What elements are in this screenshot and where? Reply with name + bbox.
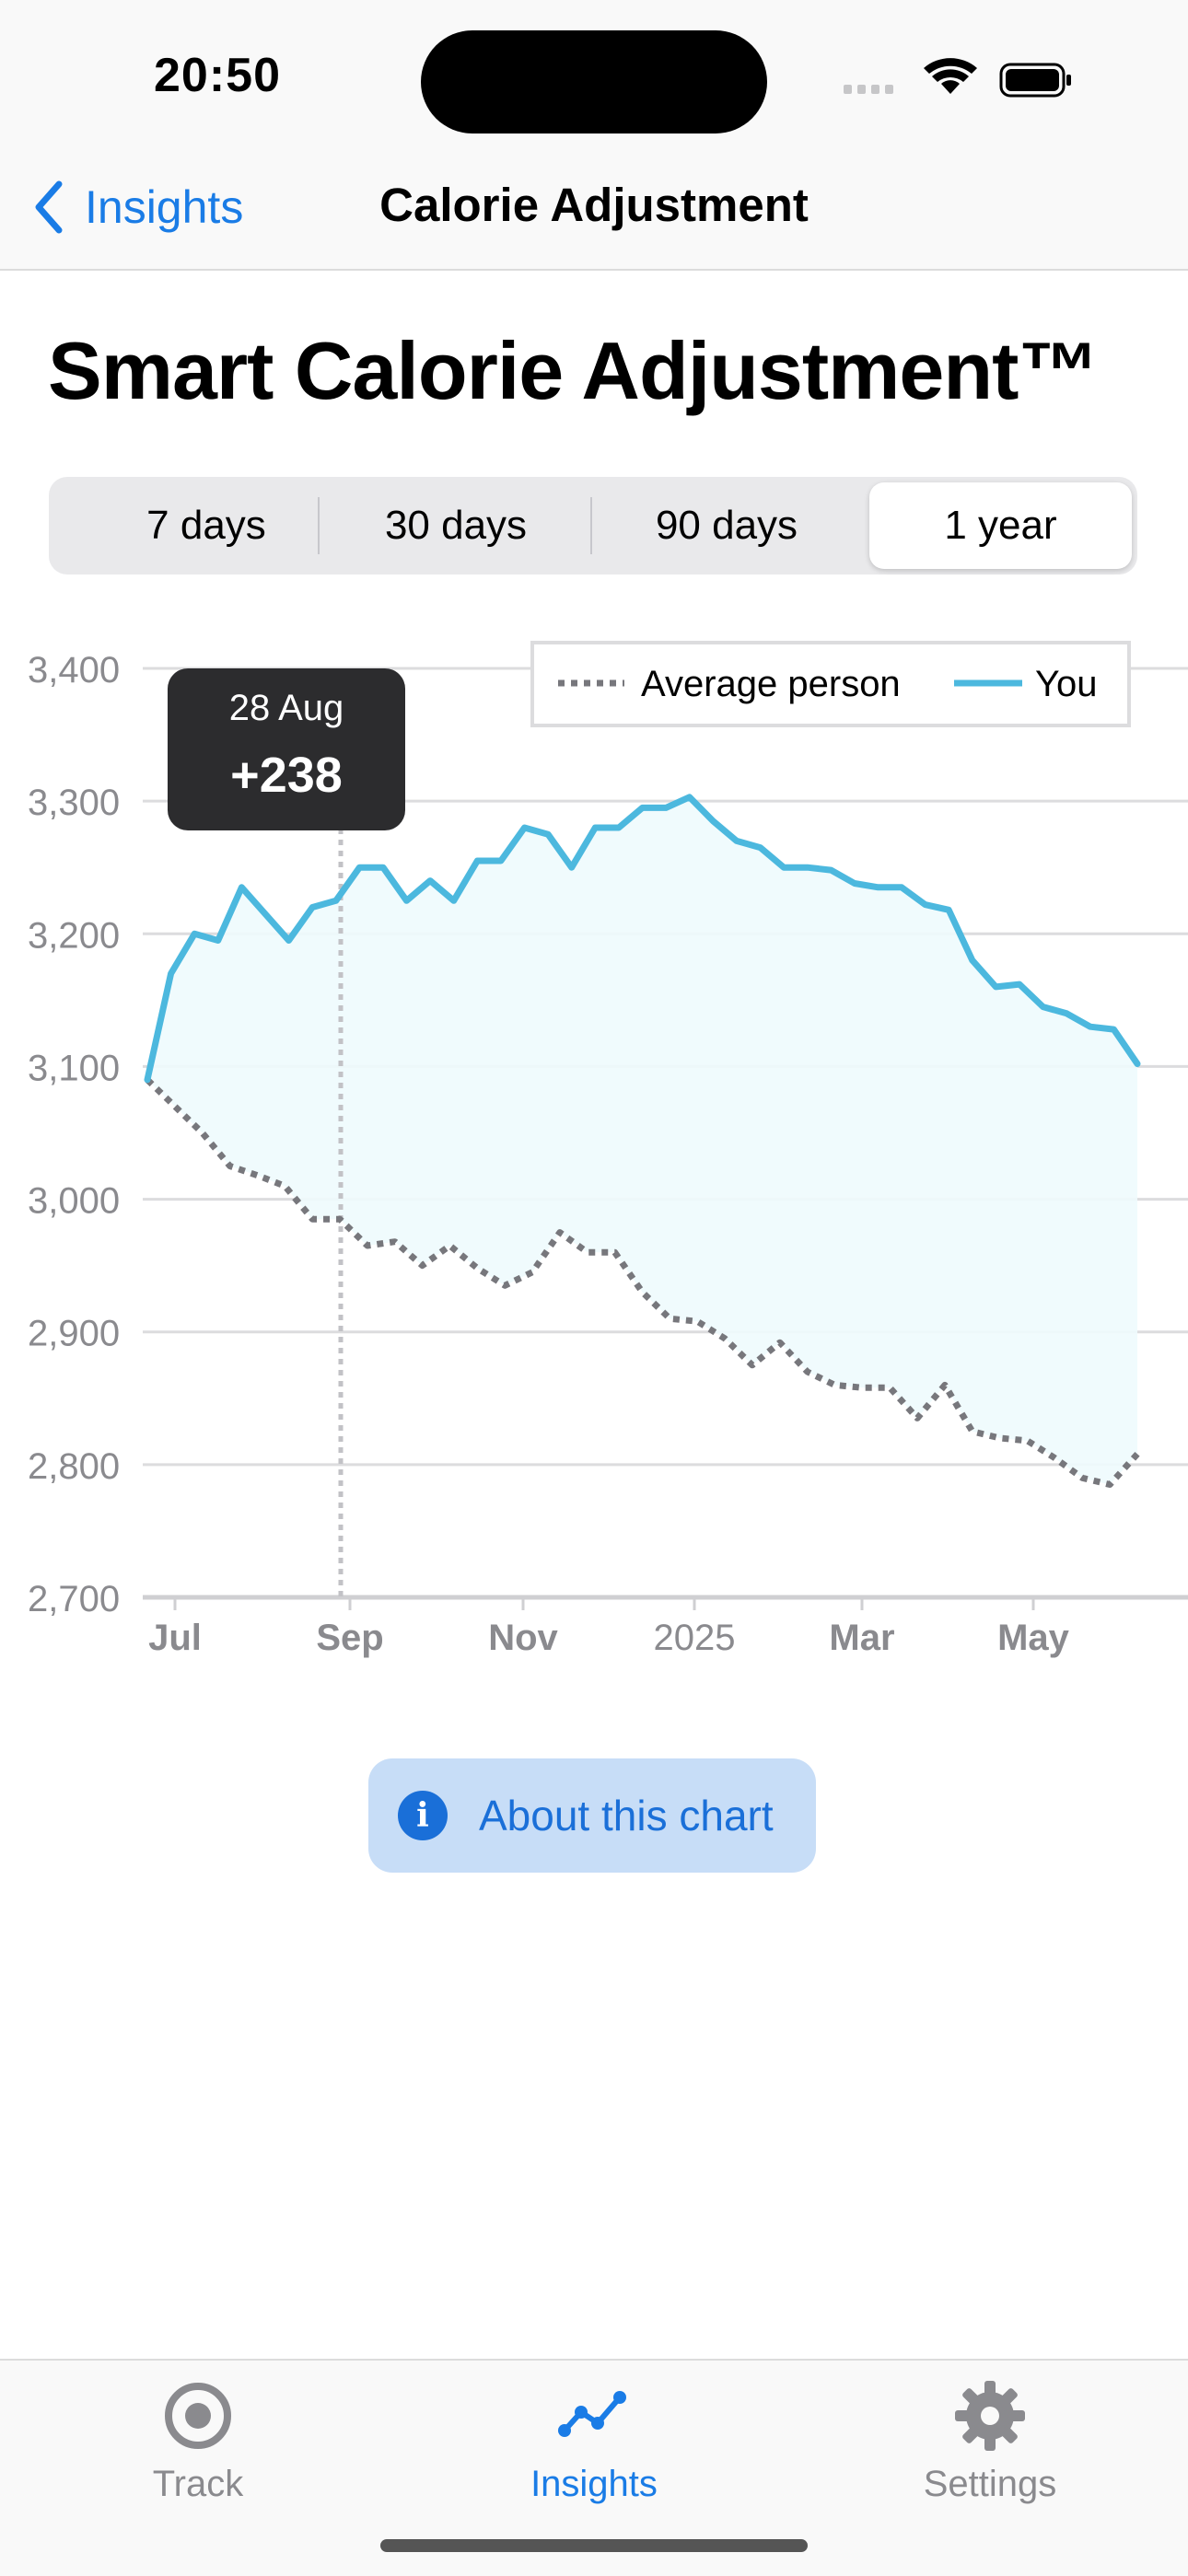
- about-chart-label: About this chart: [479, 1792, 774, 1839]
- calorie-adjustment-chart: 3,400 3,300 3,200 3,100 3,000 2,900 2,800 2,700…: [28, 641, 1188, 1658]
- y-tick-label: 3,000: [28, 1181, 120, 1222]
- x-tick-label: May: [997, 1618, 1070, 1658]
- legend-average-person-label: Average person: [641, 664, 901, 704]
- tooltip-box: [168, 668, 405, 830]
- y-tick-label: 3,400: [28, 650, 120, 690]
- y-tick-label: 2,900: [28, 1314, 120, 1354]
- y-tick-label: 2,800: [28, 1446, 120, 1487]
- tab-insights-label: Insights: [530, 2464, 658, 2504]
- tooltip-date: 28 Aug: [229, 688, 344, 728]
- series-you-line: [144, 794, 1141, 1084]
- difference-area: [147, 796, 1137, 1485]
- legend-you-label: You: [1035, 664, 1098, 704]
- status-icons: [844, 58, 1071, 98]
- tab-settings[interactable]: Settings: [852, 2379, 1128, 2517]
- tab-insights[interactable]: Insights: [456, 2379, 732, 2517]
- chart-line-icon: [558, 2391, 626, 2437]
- legend-box: [530, 641, 1131, 727]
- x-tick-label: Jul: [148, 1618, 202, 1658]
- target-icon: [165, 2383, 231, 2449]
- segment-1-year[interactable]: 1 year: [869, 482, 1132, 569]
- segment-90-days[interactable]: 90 days: [655, 503, 798, 548]
- x-tick-label: Mar: [829, 1618, 894, 1658]
- info-icon: i: [398, 1791, 448, 1840]
- nav-title: Calorie Adjustment: [379, 179, 809, 231]
- segment-divider: [318, 497, 320, 554]
- tab-track[interactable]: Track: [60, 2379, 336, 2517]
- x-tick-label: 2025: [654, 1618, 736, 1658]
- home-indicator: [380, 2539, 808, 2552]
- page-title: Smart Calorie Adjustment™: [48, 325, 1099, 416]
- segment-divider: [590, 497, 592, 554]
- tab-track-label: Track: [152, 2464, 244, 2504]
- dynamic-island: [421, 30, 767, 133]
- back-button-label: Insights: [85, 181, 244, 233]
- segment-7-days[interactable]: 7 days: [146, 503, 266, 548]
- x-tick-label: Nov: [488, 1618, 558, 1658]
- top-bar: 20:50 Insights Calorie Adjustment: [0, 0, 1188, 271]
- back-button[interactable]: Insights: [33, 175, 243, 239]
- wifi-icon: [924, 58, 977, 94]
- y-tick-label: 3,200: [28, 915, 120, 956]
- battery-icon: [999, 63, 1071, 98]
- segment-30-days[interactable]: 30 days: [384, 503, 528, 548]
- series-average-person-line: [145, 1077, 1140, 1488]
- cellular-signal-icon: [844, 85, 893, 94]
- about-chart-button[interactable]: i About this chart: [368, 1758, 816, 1873]
- range-segmented-control: 7 days 30 days 90 days 1 year: [49, 477, 1137, 574]
- status-time: 20:50: [154, 49, 281, 102]
- x-tick-label: Sep: [316, 1618, 383, 1658]
- chevron-left-icon: [35, 180, 63, 234]
- y-tick-label: 2,700: [28, 1579, 120, 1619]
- y-tick-label: 3,300: [28, 783, 120, 823]
- gear-icon: [955, 2381, 1025, 2451]
- tooltip-value: +238: [230, 748, 343, 803]
- tab-settings-label: Settings: [923, 2464, 1057, 2504]
- y-tick-label: 3,100: [28, 1048, 120, 1088]
